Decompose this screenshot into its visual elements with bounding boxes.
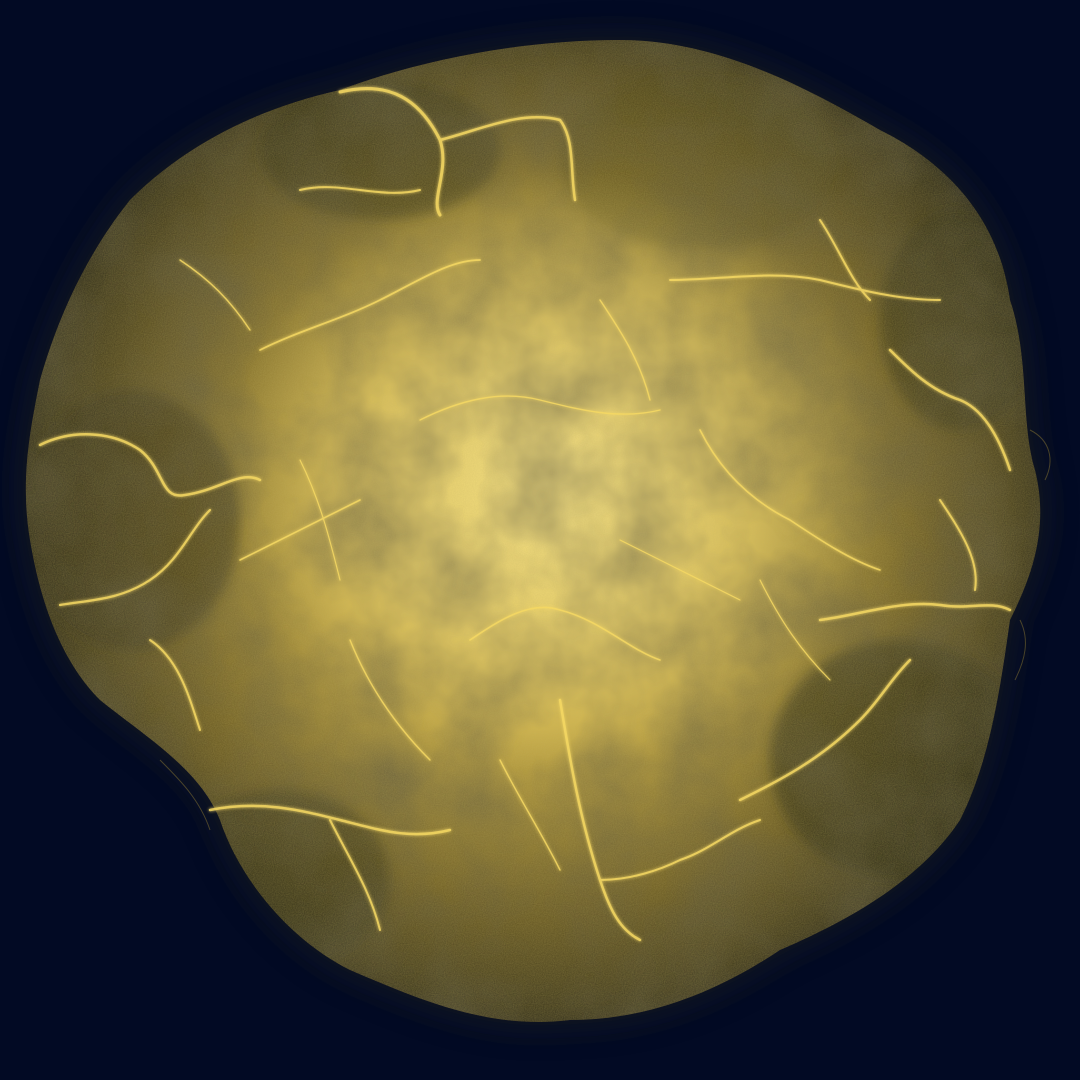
artwork-canvas	[25, 40, 1051, 1022]
ink-splash-icon	[25, 40, 1051, 1022]
